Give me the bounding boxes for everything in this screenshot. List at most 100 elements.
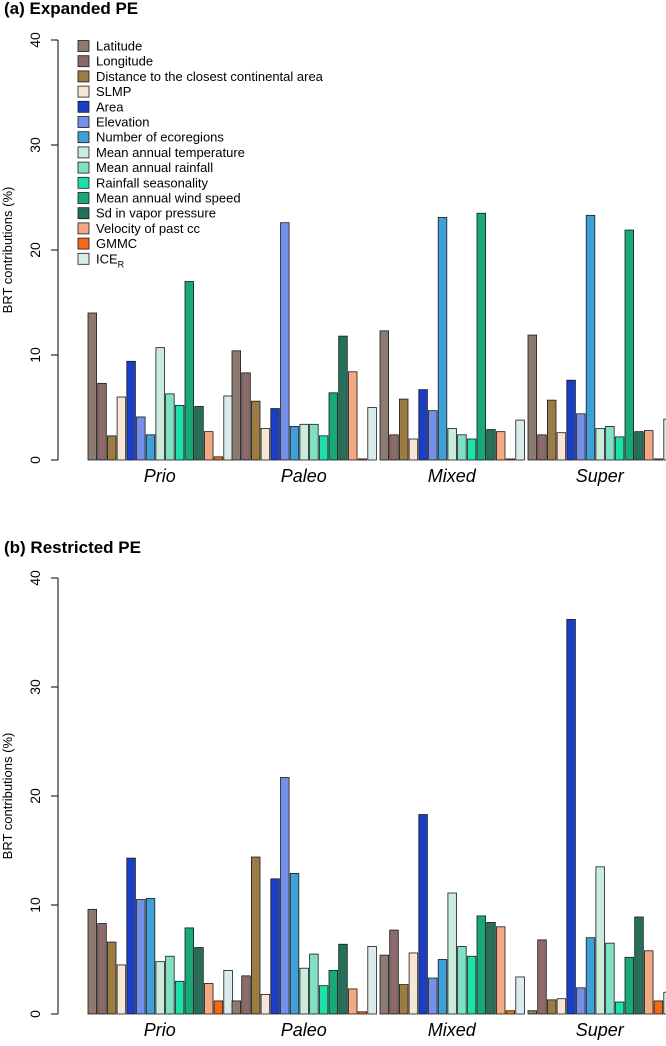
bar-paleo-10 [318,435,329,461]
x-category-label: Paleo [281,466,327,486]
bar-mixed-8 [447,892,457,1015]
bar-prio-3 [107,941,117,1015]
bar-mixed-15 [515,419,525,461]
bar-super-5 [566,379,576,461]
bar-paleo-8 [299,423,309,461]
bar-paleo-12 [338,943,348,1015]
bar-prio-1 [87,312,98,461]
legend-label: SLMP [96,84,131,99]
bar-mixed-13 [495,926,506,1015]
y-axis-title: BRT contributions (%) [0,187,15,314]
bar-super-13 [644,950,654,1015]
bar-mixed-10 [466,438,477,461]
bar-super-1 [527,1010,538,1015]
bar-super-1 [527,334,538,461]
bar-super-11 [624,956,635,1015]
bar-paleo-13 [347,988,358,1015]
bar-paleo-15 [367,946,377,1015]
bar-paleo-11 [328,970,339,1015]
bar-paleo-13 [347,371,358,461]
y-tick-label: 30 [27,137,43,153]
bar-super-2 [537,939,547,1015]
bar-super-14 [653,1000,664,1015]
bar-super-15 [663,418,666,461]
chart-panel-1: (a) Expanded PE 0 10 20 30 40 BRT contribution… [0,0,666,486]
bar-super-3 [547,999,557,1015]
bar-prio-9 [165,393,175,461]
chart-panel-2: (b) Restricted PE 0 10 20 30 40 BRT contributi… [0,538,666,1040]
bar-prio-15 [223,970,233,1015]
bar-mixed-9 [457,946,467,1015]
bar-mixed-6 [428,977,438,1015]
bar-prio-10 [174,404,185,461]
legend-swatch [77,55,90,68]
panel-title: (b) Restricted PE [4,538,141,557]
bar-mixed-1 [379,954,390,1015]
bar-mixed-8 [447,428,457,461]
bar-prio-1 [87,908,98,1015]
bar-super-12 [634,431,644,461]
bar-super-8 [595,428,605,461]
bar-prio-11 [184,927,195,1015]
bar-prio-12 [194,406,204,461]
bar-mixed-5 [418,814,428,1015]
bar-mixed-1 [379,330,390,461]
bar-paleo-5 [270,878,280,1015]
bar-paleo-1 [231,350,242,461]
bar-mixed-12 [486,429,496,461]
bar-mixed-3 [398,398,409,461]
bar-paleo-10 [318,985,329,1015]
bar-paleo-7 [289,425,300,461]
bar-mixed-14 [505,1010,516,1015]
legend-swatch [77,131,90,144]
bar-prio-11 [184,281,195,461]
bar-super-9 [605,425,615,461]
legend-label: Number of ecoregions [96,130,224,145]
legend-swatch [77,222,90,235]
bar-super-6 [576,987,586,1015]
bar-paleo-14 [357,1011,368,1015]
bar-paleo-9 [309,953,319,1015]
bar-paleo-3 [250,400,261,461]
x-category-label: Mixed [428,1020,477,1040]
bar-paleo-2 [241,372,251,461]
y-tick-label: 10 [27,897,43,913]
panel-title: (a) Expanded PE [4,0,138,18]
bar-mixed-7 [437,959,448,1015]
bar-prio-5 [126,857,136,1015]
legend-label: Rainfall seasonality [96,175,209,190]
bar-prio-9 [165,955,175,1015]
bar-mixed-12 [486,922,496,1015]
bar-mixed-2 [389,434,399,461]
legend-swatch [77,116,90,128]
legend-swatch [77,146,90,159]
legend-label: Elevation [96,115,149,130]
bar-super-2 [537,434,547,461]
y-tick-label: 20 [27,242,43,258]
legend-label: Velocity of past cc [96,221,201,236]
bar-mixed-7 [437,217,448,461]
legend-label: Mean annual temperature [96,145,245,160]
legend-label: Mean annual rainfall [96,160,213,175]
bar-super-7 [585,214,596,461]
y-tick-label: 30 [27,679,43,695]
bar-paleo-15 [367,407,377,461]
x-category-label: Super [576,1020,625,1040]
y-tick-label: 0 [27,1010,43,1018]
legend-label: Area [96,99,124,114]
bar-super-8 [595,866,605,1015]
bar-prio-4 [116,964,127,1015]
x-category-label: Mixed [428,466,477,486]
bar-paleo-7 [289,872,300,1015]
bar-mixed-2 [389,929,399,1015]
bar-prio-7 [145,898,156,1015]
bar-paleo-9 [309,423,319,461]
bar-prio-14 [213,1000,224,1015]
bar-mixed-4 [408,438,419,461]
bar-super-4 [556,998,567,1015]
bar-paleo-6 [280,222,290,461]
bar-mixed-6 [428,410,438,461]
bar-prio-13 [203,983,214,1015]
